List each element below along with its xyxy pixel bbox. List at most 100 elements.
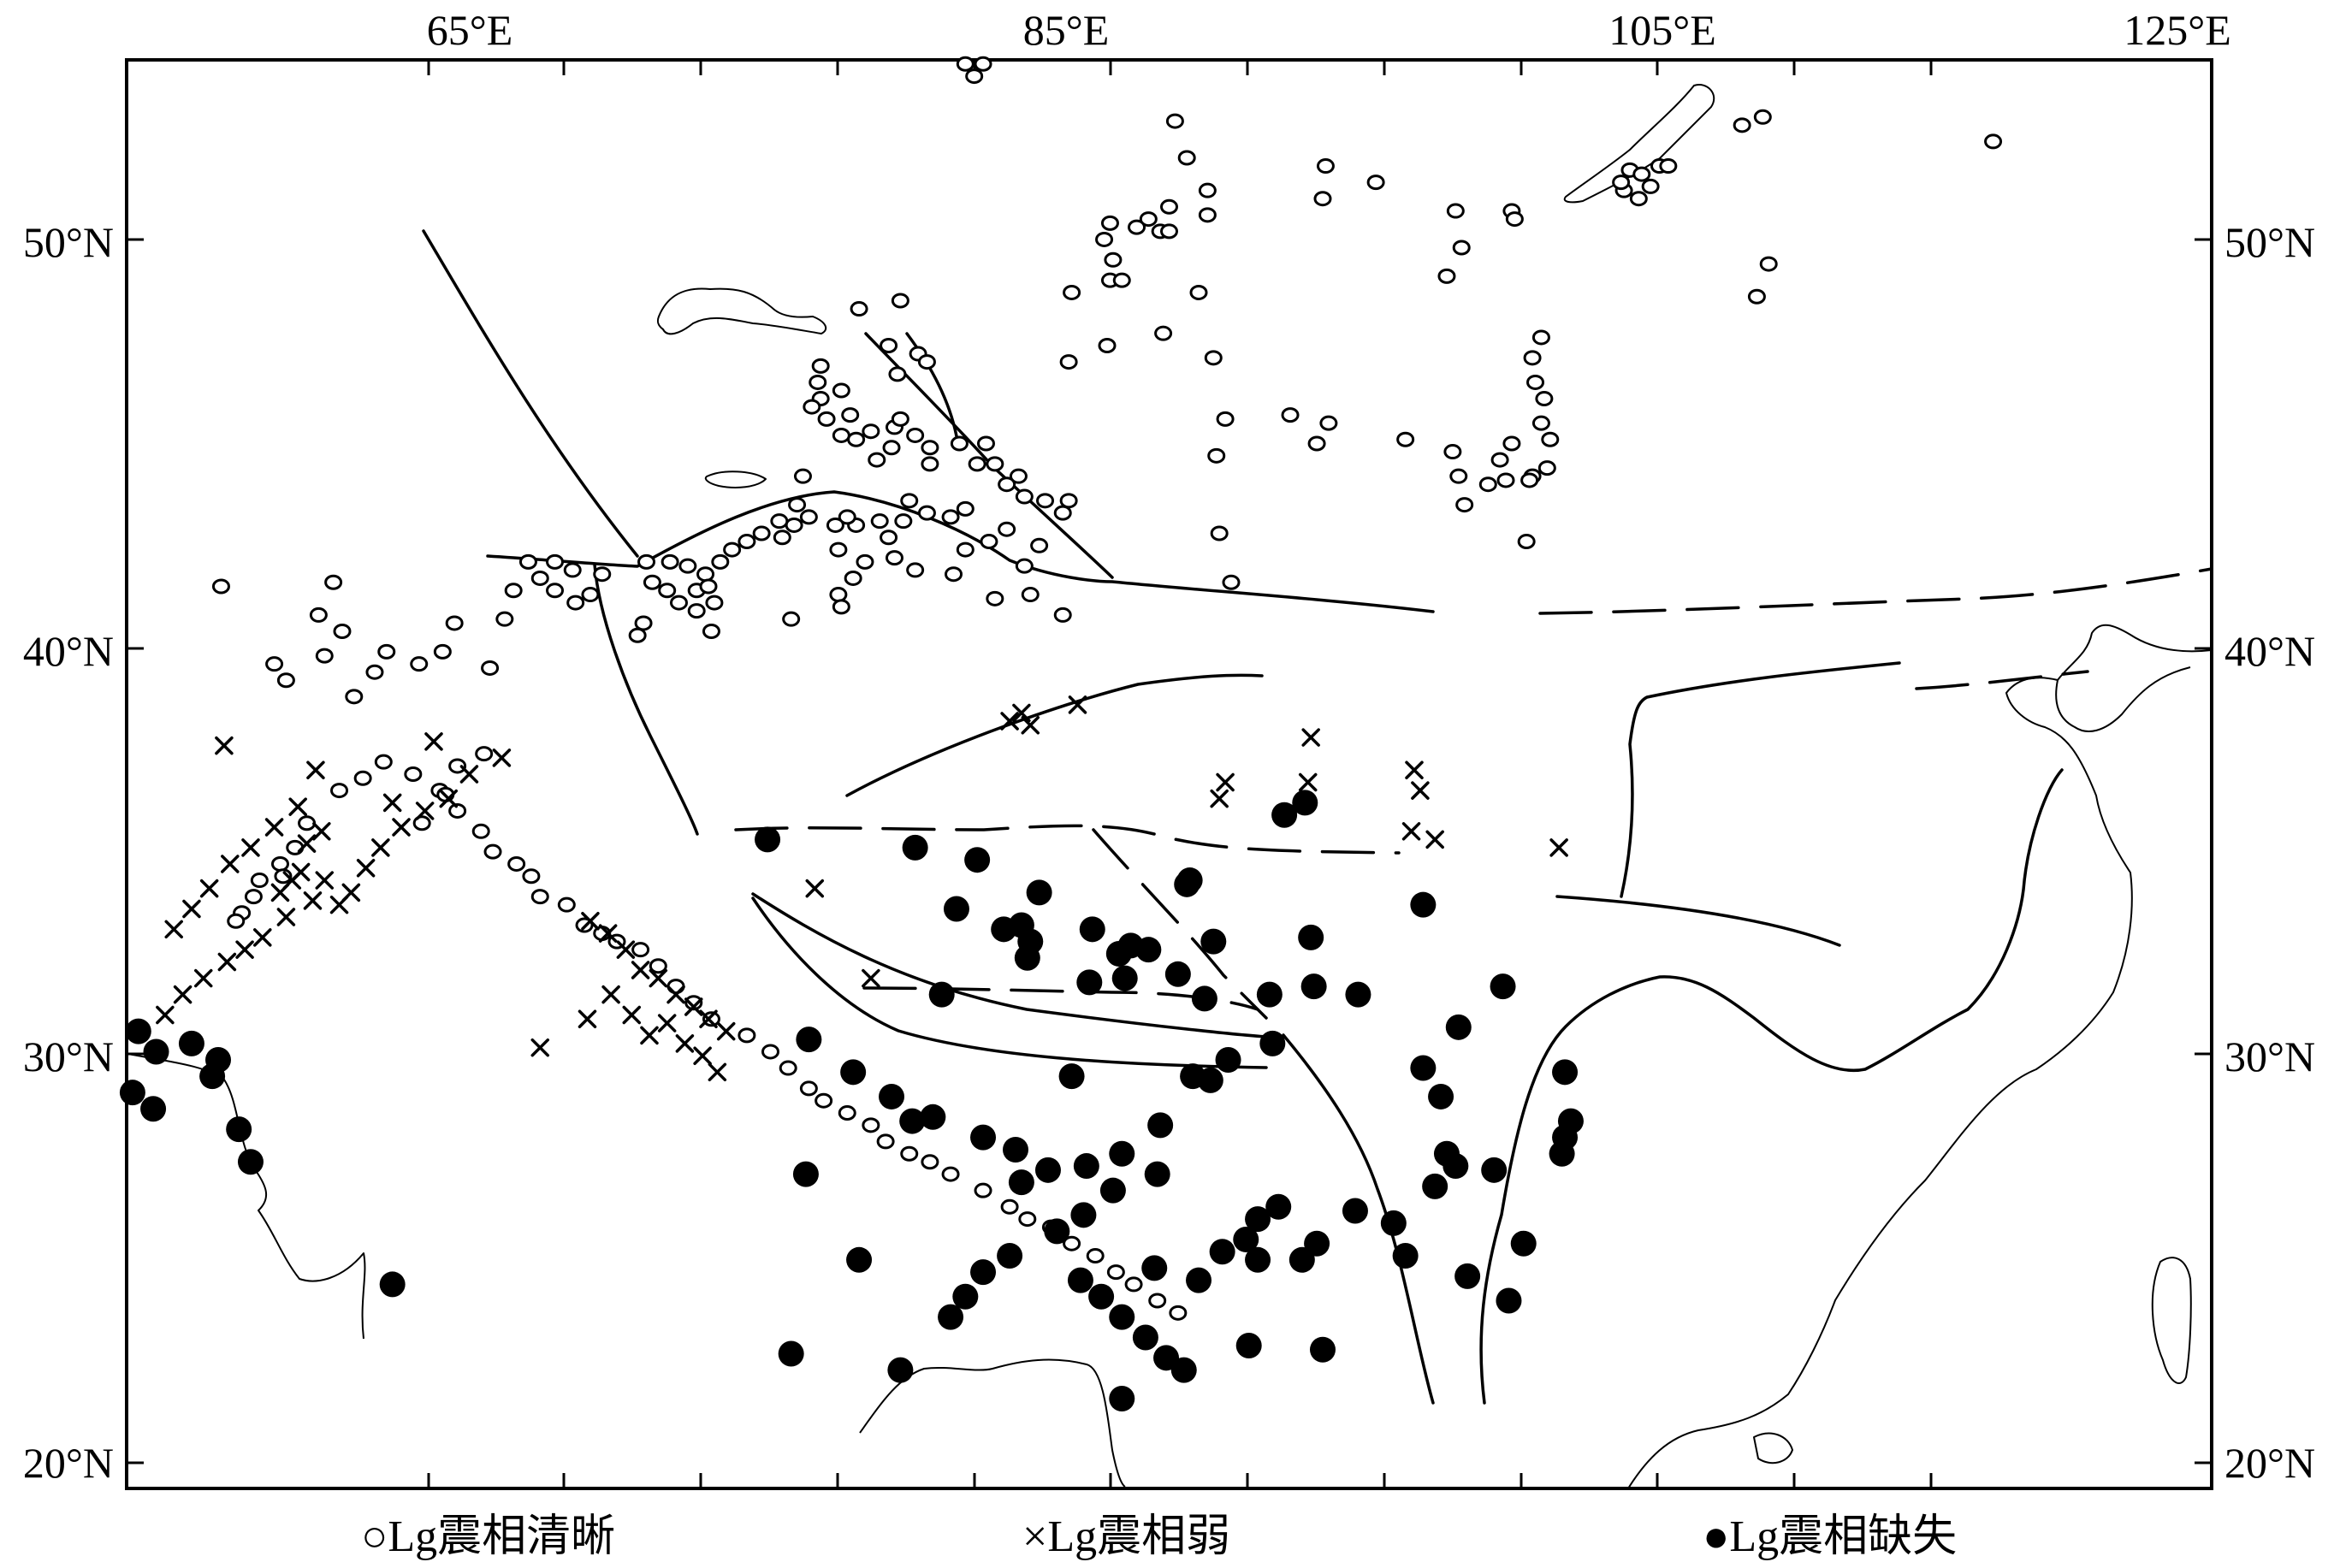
station-weak-21 bbox=[156, 1005, 175, 1025]
station-weak-15 bbox=[439, 789, 459, 808]
station-clear-27 bbox=[1319, 415, 1338, 431]
tibet-central-dashed-boundary bbox=[862, 986, 1259, 1011]
station-absent-86 bbox=[1496, 1287, 1522, 1314]
station-clear-34 bbox=[888, 366, 907, 382]
taiwan-island bbox=[2151, 1257, 2192, 1384]
station-clear-62 bbox=[917, 505, 936, 521]
station-clear-144 bbox=[1505, 211, 1524, 228]
station-clear-209 bbox=[738, 1027, 756, 1044]
talas-fergana-fault bbox=[422, 229, 639, 558]
station-clear-130 bbox=[1478, 476, 1497, 493]
station-weak-20 bbox=[173, 985, 193, 1004]
station-clear-5 bbox=[1198, 182, 1217, 198]
station-clear-36 bbox=[811, 358, 830, 374]
left-lat-label-20: 20°N bbox=[23, 1439, 114, 1487]
station-clear-192 bbox=[274, 868, 293, 885]
station-absent-48 bbox=[920, 1104, 946, 1130]
station-absent-12 bbox=[964, 847, 991, 873]
clear-lg-stations bbox=[211, 56, 2003, 1321]
station-clear-20 bbox=[1189, 284, 1208, 300]
station-absent-97 bbox=[1186, 1267, 1212, 1293]
station-clear-49 bbox=[921, 440, 939, 456]
station-clear-70 bbox=[785, 517, 803, 533]
station-clear-25 bbox=[1204, 350, 1223, 366]
station-clear-1 bbox=[974, 56, 992, 72]
station-weak-30 bbox=[649, 968, 668, 988]
station-weak-7 bbox=[303, 891, 323, 910]
station-clear-9 bbox=[1198, 207, 1217, 223]
station-clear-171 bbox=[276, 672, 295, 689]
station-clear-28 bbox=[1307, 435, 1326, 452]
station-clear-210 bbox=[761, 1044, 780, 1060]
station-clear-204 bbox=[631, 942, 650, 958]
station-weak-8 bbox=[315, 871, 335, 890]
qaidam-north-dashed-boundary bbox=[734, 824, 1401, 855]
station-weak-65 bbox=[182, 899, 201, 919]
station-clear-154 bbox=[1629, 191, 1648, 207]
station-weak-35 bbox=[578, 1009, 597, 1029]
station-clear-147 bbox=[1437, 268, 1456, 284]
station-clear-211 bbox=[779, 1060, 797, 1076]
ordos-west-boundary bbox=[1620, 661, 1901, 898]
station-clear-228 bbox=[1148, 1293, 1167, 1309]
station-absent-96 bbox=[1141, 1255, 1168, 1281]
station-weak-63 bbox=[221, 855, 240, 873]
station-weak-24 bbox=[459, 765, 479, 784]
station-absent-1 bbox=[143, 1038, 169, 1065]
north-china-dashed-boundary bbox=[1538, 567, 2213, 615]
station-clear-97 bbox=[518, 553, 537, 570]
northeast-dashed-boundary bbox=[1915, 670, 2089, 690]
station-weak-48 bbox=[1021, 715, 1040, 735]
station-clear-41 bbox=[817, 411, 836, 427]
station-weak-62 bbox=[241, 838, 260, 857]
station-clear-100 bbox=[1036, 493, 1055, 509]
station-clear-42 bbox=[841, 407, 860, 423]
station-absent-53 bbox=[1058, 1063, 1085, 1090]
station-clear-21 bbox=[1063, 284, 1081, 300]
station-weak-32 bbox=[684, 997, 703, 1016]
top-lon-label-125: 125°E bbox=[2124, 6, 2231, 54]
station-clear-53 bbox=[950, 435, 969, 452]
station-weak-57 bbox=[1425, 830, 1444, 849]
station-clear-178 bbox=[475, 746, 494, 762]
station-absent-58 bbox=[1044, 1218, 1070, 1245]
station-weak-59 bbox=[306, 760, 325, 779]
station-clear-182 bbox=[374, 754, 393, 770]
station-absent-47 bbox=[970, 1124, 997, 1151]
station-clear-134 bbox=[1520, 472, 1539, 488]
station-clear-214 bbox=[838, 1105, 856, 1121]
station-clear-96 bbox=[563, 562, 582, 578]
station-weak-28 bbox=[616, 940, 636, 959]
station-weak-0 bbox=[215, 736, 234, 755]
station-clear-184 bbox=[330, 783, 349, 799]
station-clear-10 bbox=[1160, 198, 1178, 215]
tibet-diagonal-dashed-boundary bbox=[1092, 828, 1268, 1020]
weak-lg-stations bbox=[156, 695, 1568, 1082]
station-clear-169 bbox=[333, 624, 352, 639]
station-clear-57 bbox=[1015, 488, 1034, 505]
station-weak-13 bbox=[392, 818, 411, 837]
eastern-syntaxis-boundary bbox=[1282, 1033, 1435, 1405]
station-clear-58 bbox=[998, 476, 1016, 493]
station-clear-224 bbox=[1063, 1235, 1081, 1251]
station-clear-4 bbox=[1177, 150, 1196, 166]
station-clear-145 bbox=[1452, 240, 1471, 256]
station-weak-40 bbox=[675, 1034, 695, 1053]
station-clear-197 bbox=[507, 855, 526, 872]
absent-lg-stations bbox=[119, 790, 1584, 1412]
station-clear-86 bbox=[687, 603, 706, 619]
station-weak-26 bbox=[581, 912, 600, 931]
station-absent-27 bbox=[1445, 1014, 1472, 1040]
map-frame bbox=[125, 58, 2213, 1490]
station-clear-6 bbox=[1316, 158, 1335, 175]
station-absent-22 bbox=[1200, 928, 1227, 955]
station-weak-56 bbox=[1401, 822, 1421, 841]
station-clear-64 bbox=[894, 513, 913, 530]
station-clear-172 bbox=[265, 656, 284, 672]
station-absent-57 bbox=[1070, 1202, 1097, 1228]
station-clear-221 bbox=[1000, 1198, 1019, 1215]
station-clear-225 bbox=[1086, 1248, 1105, 1264]
station-absent-90 bbox=[778, 1340, 804, 1367]
station-clear-194 bbox=[448, 802, 467, 819]
